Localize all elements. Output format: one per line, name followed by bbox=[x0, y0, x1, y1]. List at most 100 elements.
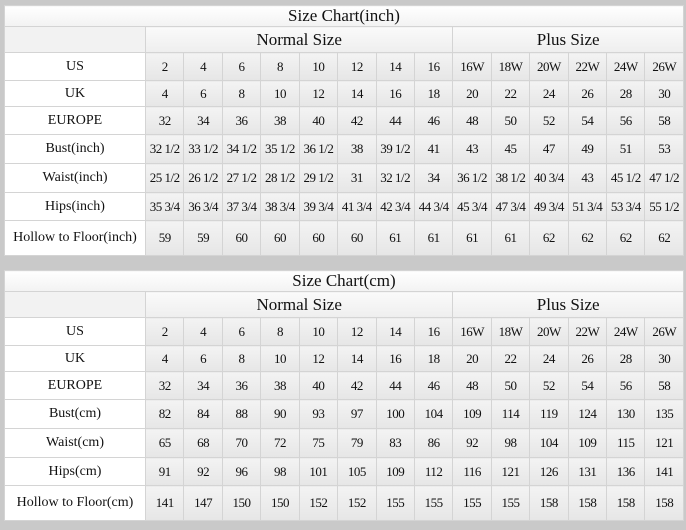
table-row: EUROPE 32 34 36 38 40 42 44 46 48 50 52 54 56 58 bbox=[4, 106, 684, 135]
size-cell: 32 bbox=[144, 106, 185, 135]
size-cell: 14 bbox=[337, 345, 377, 372]
table-row: UK 4 6 8 10 12 14 16 18 20 22 24 26 28 30 bbox=[4, 80, 684, 107]
size-cell: 2 bbox=[144, 317, 185, 346]
size-cell: 46 bbox=[413, 371, 454, 400]
size-cell: 62 bbox=[529, 220, 569, 256]
size-cell: 40 bbox=[298, 106, 339, 135]
size-cell: 158 bbox=[567, 485, 608, 521]
size-cell: 93 bbox=[298, 399, 339, 429]
size-cell: 10 bbox=[260, 80, 300, 107]
size-cell: 36 3/4 bbox=[183, 192, 223, 221]
size-cell: 38 3/4 bbox=[260, 192, 300, 221]
row-label: UK bbox=[4, 345, 146, 372]
size-cell: 20W bbox=[529, 52, 569, 81]
size-cell: 4 bbox=[144, 345, 185, 372]
size-cell: 4 bbox=[144, 80, 185, 107]
row-label: EUROPE bbox=[4, 371, 146, 400]
size-cell: 121 bbox=[490, 457, 531, 486]
size-cell: 135 bbox=[644, 399, 684, 429]
size-cell: 101 bbox=[298, 457, 339, 486]
size-cell: 45 1/2 bbox=[606, 163, 646, 193]
size-cell: 150 bbox=[221, 485, 262, 521]
corner-cell bbox=[4, 26, 146, 53]
size-cell: 12 bbox=[298, 345, 339, 372]
size-cell: 25 1/2 bbox=[144, 163, 185, 193]
size-cell: 22 bbox=[490, 345, 531, 372]
size-cell: 18W bbox=[490, 52, 531, 81]
size-cell: 16 bbox=[413, 52, 454, 81]
chart-title: Size Chart(inch) bbox=[4, 5, 684, 27]
size-cell: 115 bbox=[606, 428, 646, 458]
size-cell: 112 bbox=[413, 457, 454, 486]
size-cell: 119 bbox=[529, 399, 569, 429]
size-cell: 28 bbox=[606, 345, 646, 372]
row-label: Bust(inch) bbox=[4, 134, 146, 164]
size-cell: 4 bbox=[183, 52, 223, 81]
size-cell: 88 bbox=[221, 399, 262, 429]
size-cell: 8 bbox=[260, 52, 300, 81]
size-cell: 130 bbox=[606, 399, 646, 429]
size-cell: 36 1/2 bbox=[452, 163, 492, 193]
size-cell: 16 bbox=[413, 317, 454, 346]
row-label: Hollow to Floor(inch) bbox=[4, 220, 146, 256]
size-cell: 36 bbox=[221, 371, 262, 400]
size-cell: 75 bbox=[298, 428, 339, 458]
size-cell: 12 bbox=[337, 317, 377, 346]
size-cell: 28 bbox=[606, 80, 646, 107]
size-cell: 2 bbox=[144, 52, 185, 81]
size-cell: 12 bbox=[337, 52, 377, 81]
row-label: Hips(cm) bbox=[4, 457, 146, 486]
size-cell: 141 bbox=[644, 457, 684, 486]
size-cell: 155 bbox=[375, 485, 415, 521]
table-row: EUROPE 32 34 36 38 40 42 44 46 48 50 52 54 56 58 bbox=[4, 371, 684, 400]
size-cell: 47 3/4 bbox=[490, 192, 531, 221]
size-cell: 26W bbox=[644, 52, 684, 81]
table-row: UK 4 6 8 10 12 14 16 18 20 22 24 26 28 30 bbox=[4, 345, 684, 372]
size-cell: 61 bbox=[490, 220, 531, 256]
table-row: Hips(cm) 91 92 96 98 101 105 109 112 116 121 126 131… bbox=[4, 457, 684, 486]
size-cell: 26 bbox=[567, 80, 608, 107]
size-cell: 54 bbox=[567, 371, 608, 400]
table-row: US 2 4 6 8 10 12 14 16 16W 18W 20W 22W 24W 26W bbox=[4, 52, 684, 81]
size-cell: 72 bbox=[260, 428, 300, 458]
size-cell: 152 bbox=[337, 485, 377, 521]
size-cell: 50 bbox=[490, 371, 531, 400]
size-cell: 49 3/4 bbox=[529, 192, 569, 221]
size-cell: 41 bbox=[413, 134, 454, 164]
size-cell: 20 bbox=[452, 80, 492, 107]
size-cell: 39 1/2 bbox=[375, 134, 415, 164]
size-cell: 16W bbox=[452, 52, 492, 81]
size-cell: 60 bbox=[298, 220, 339, 256]
size-cell: 104 bbox=[413, 399, 454, 429]
size-cell: 92 bbox=[183, 457, 223, 486]
size-cell: 18 bbox=[413, 80, 454, 107]
size-cell: 109 bbox=[452, 399, 492, 429]
size-cell: 40 bbox=[298, 371, 339, 400]
size-cell: 83 bbox=[375, 428, 415, 458]
size-cell: 116 bbox=[452, 457, 492, 486]
table-row: Hips(inch) 35 3/4 36 3/4 37 3/4 38 3/4 39 3/4… bbox=[4, 192, 684, 221]
size-cell: 51 bbox=[606, 134, 646, 164]
size-cell: 65 bbox=[144, 428, 185, 458]
size-cell: 58 bbox=[644, 106, 684, 135]
size-cell: 44 bbox=[375, 106, 415, 135]
size-cell: 141 bbox=[144, 485, 185, 521]
size-cell: 26W bbox=[644, 317, 684, 346]
size-cell: 8 bbox=[221, 80, 262, 107]
row-label: Hips(inch) bbox=[4, 192, 146, 221]
size-cell: 52 bbox=[529, 371, 569, 400]
size-cell: 105 bbox=[337, 457, 377, 486]
table-row: Hollow to Floor(inch) 59 59 60 60 60 60 61 61 61 6… bbox=[4, 220, 684, 256]
size-cell: 30 bbox=[644, 80, 684, 107]
size-cell: 97 bbox=[337, 399, 377, 429]
group-plus-size: Plus Size bbox=[452, 26, 684, 53]
size-cell: 109 bbox=[567, 428, 608, 458]
size-cell: 60 bbox=[221, 220, 262, 256]
size-cell: 10 bbox=[260, 345, 300, 372]
size-cell: 10 bbox=[298, 317, 339, 346]
size-cell: 150 bbox=[260, 485, 300, 521]
size-cell: 47 1/2 bbox=[644, 163, 684, 193]
size-cell: 30 bbox=[644, 345, 684, 372]
table-row: US 2 4 6 8 10 12 14 16 16W 18W 20W 22W 24W 26W bbox=[4, 317, 684, 346]
corner-cell bbox=[4, 291, 146, 318]
